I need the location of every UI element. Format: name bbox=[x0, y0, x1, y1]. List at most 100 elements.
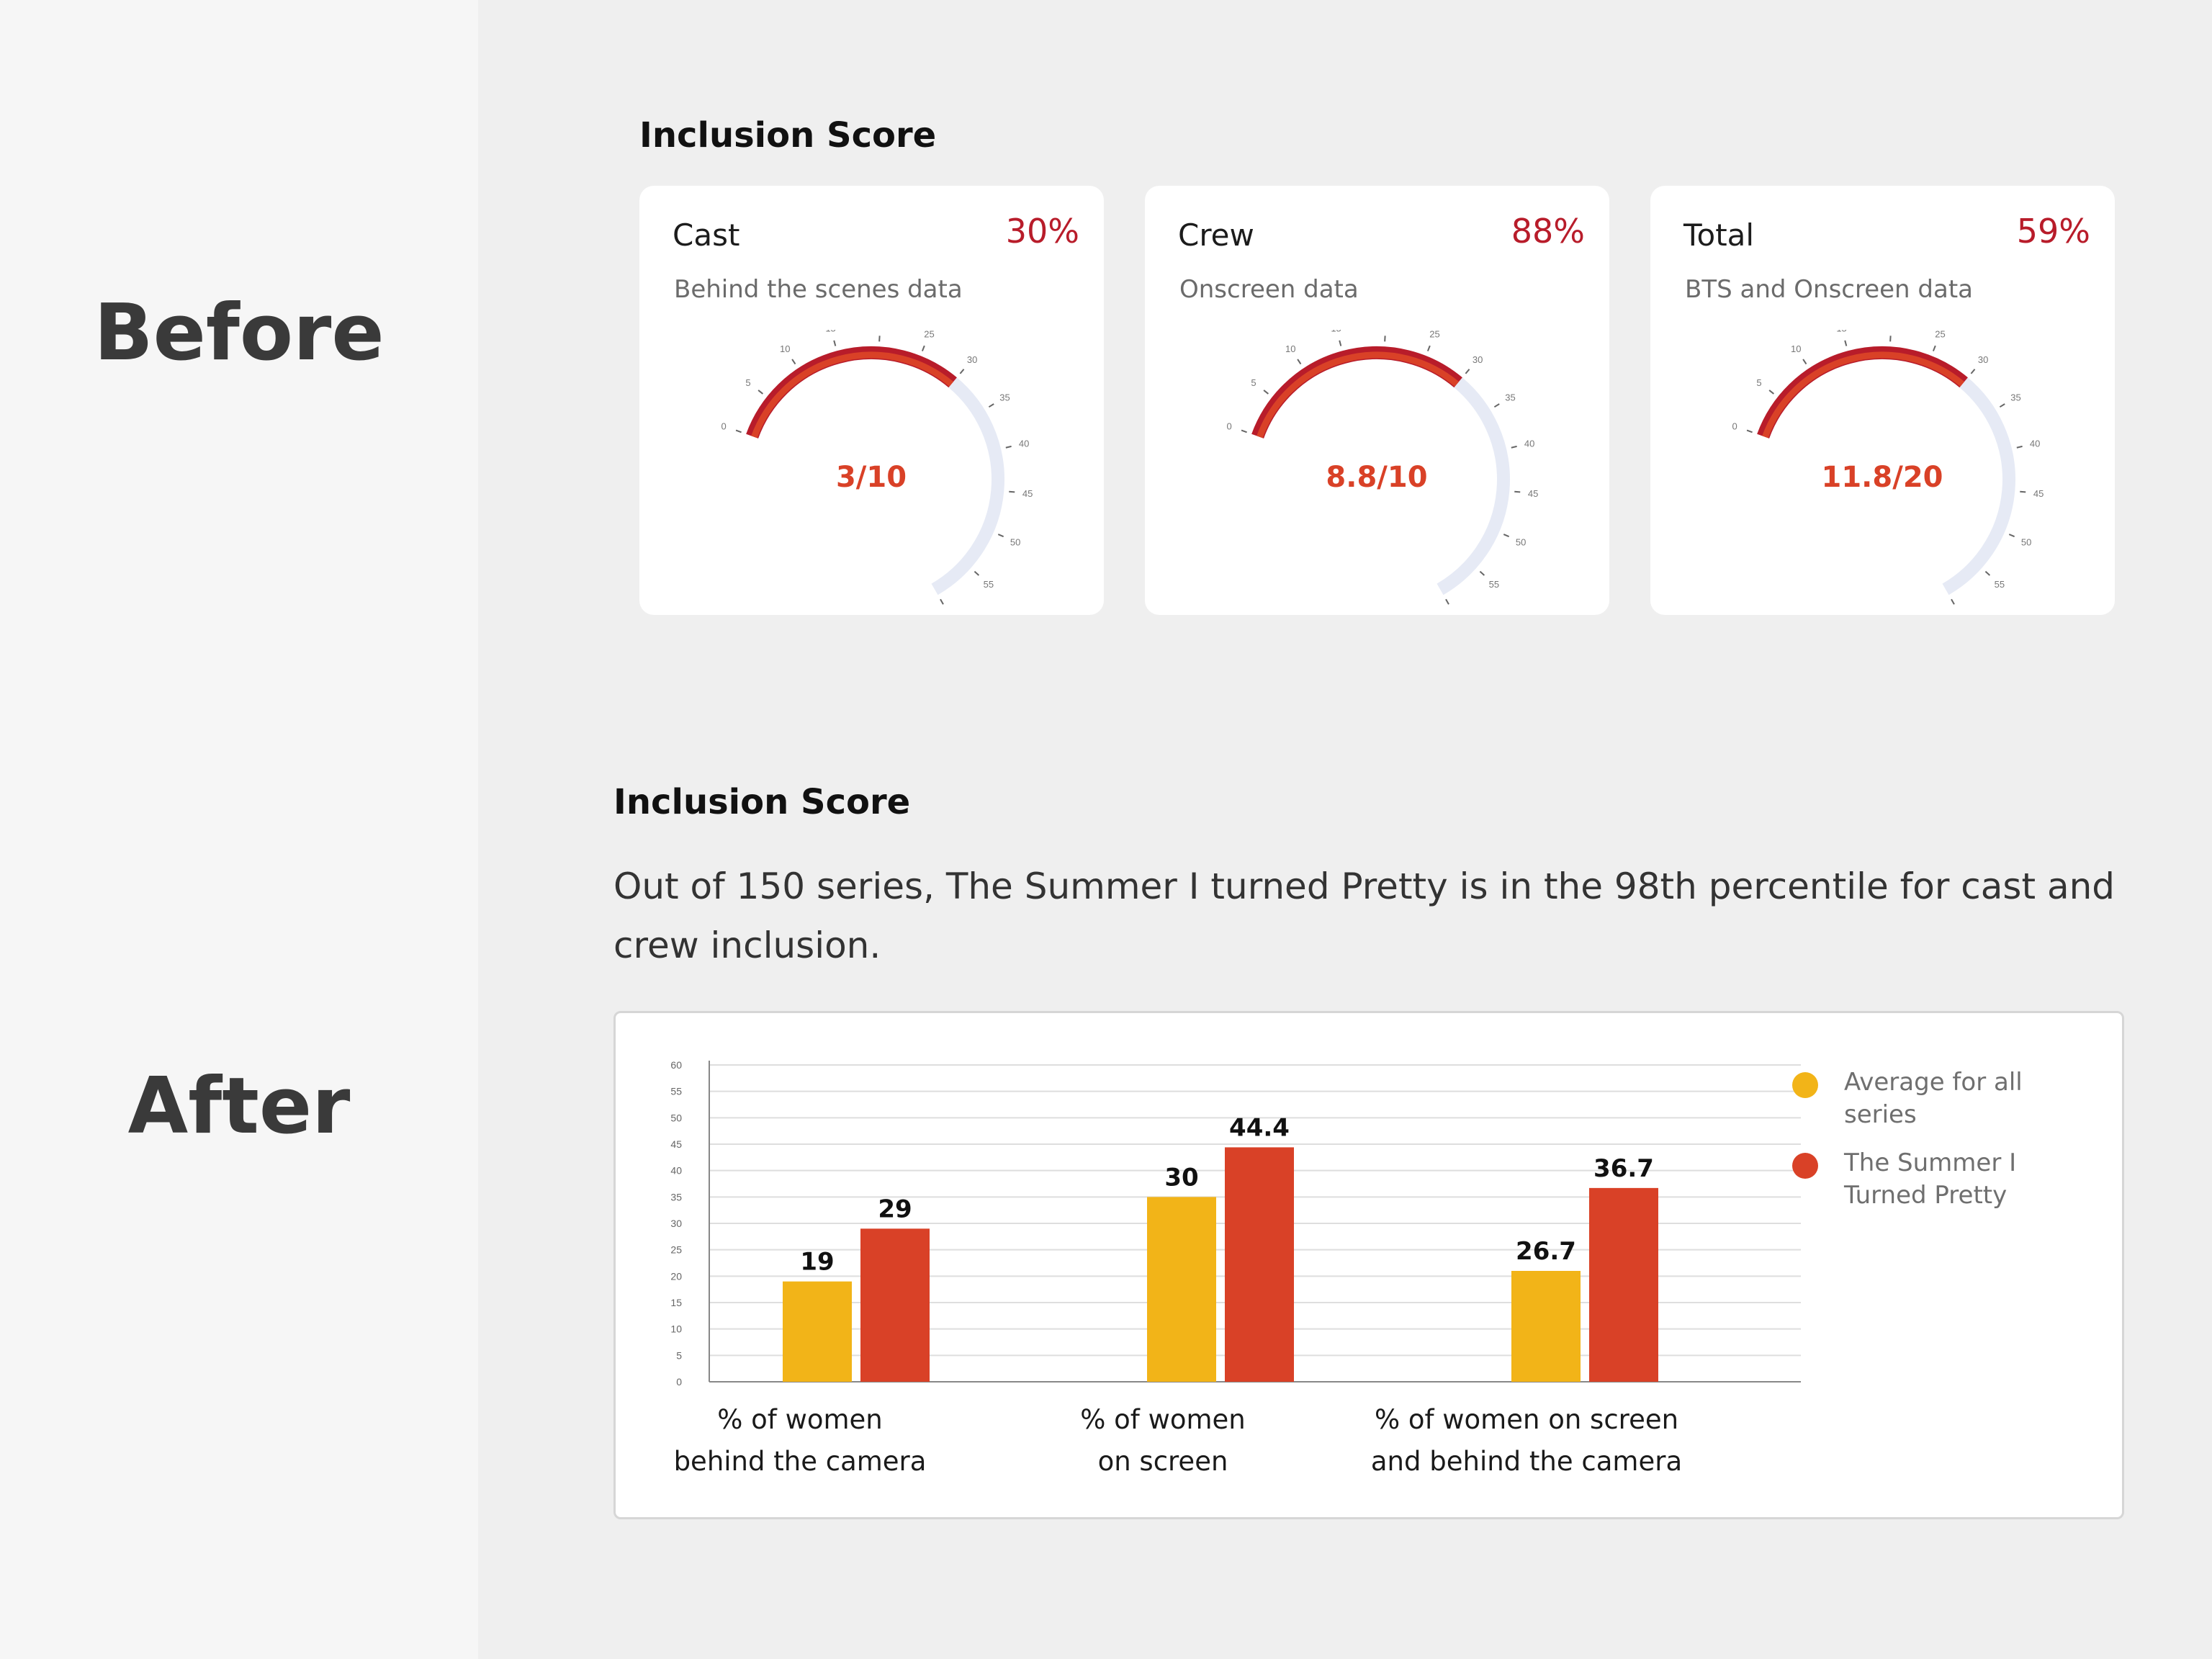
gauge-tick bbox=[940, 598, 944, 605]
bar-chart-card: 0 5 10 15 20 25 30 35 40 45 50 55 60 19 29 30 44.4 26.7 36… bbox=[613, 1011, 2124, 1519]
gauge-tick bbox=[1005, 445, 1012, 449]
gauge-tick bbox=[1465, 369, 1470, 374]
gauge-tick-label: 10 bbox=[1285, 343, 1295, 354]
gauge: 0510152025303540455055603/10 bbox=[721, 330, 1033, 611]
card-title: Crew bbox=[1178, 217, 1254, 253]
gauge-tick-label: 25 bbox=[924, 330, 934, 339]
category-label-line: on screen bbox=[1097, 1446, 1228, 1477]
y-tick-label: 50 bbox=[670, 1112, 682, 1123]
y-tick-label: 10 bbox=[670, 1323, 682, 1335]
gauge-tick-label: 25 bbox=[1429, 330, 1439, 339]
gauge-tick bbox=[1768, 390, 1775, 395]
bar bbox=[783, 1281, 852, 1382]
gauge: 0510152025303540455055608.8/10 bbox=[1227, 330, 1539, 611]
gauge-card-total: Total 59% BTS and Onscreen data 05101520… bbox=[1650, 186, 2115, 615]
gauge-tick bbox=[1241, 429, 1247, 433]
gauge-tick-label: 5 bbox=[745, 377, 750, 388]
y-tick-label: 25 bbox=[670, 1244, 682, 1256]
gauge-tick-label: 55 bbox=[1995, 579, 2005, 590]
gauge-tick-label: 50 bbox=[1010, 536, 1020, 547]
y-tick-label: 35 bbox=[670, 1191, 682, 1202]
gauge-tick bbox=[1970, 369, 1976, 374]
y-tick-label: 15 bbox=[670, 1297, 682, 1308]
gauge-tick-label: 45 bbox=[1022, 488, 1033, 499]
gauge-tick-label: 40 bbox=[1019, 439, 1029, 449]
gauge-tick-label: 15 bbox=[1331, 330, 1341, 333]
gauge-value-highlight bbox=[1762, 351, 1965, 439]
category-label-line: % of women bbox=[717, 1404, 883, 1435]
category-label: % of women on screen bbox=[976, 1399, 1350, 1483]
bar-value-label: 29 bbox=[878, 1195, 912, 1223]
gauge-tick bbox=[1999, 403, 2005, 408]
y-tick-label: 45 bbox=[670, 1138, 682, 1150]
category-label-line: % of women bbox=[1080, 1404, 1246, 1435]
gauge-tick bbox=[997, 534, 1004, 538]
card-subtitle: Onscreen data bbox=[1179, 275, 1359, 304]
legend-text: Turned Pretty bbox=[1844, 1181, 2008, 1210]
gauge-tick bbox=[921, 345, 925, 351]
gauge-tick bbox=[1514, 490, 1521, 493]
bar-value-label: 36.7 bbox=[1593, 1154, 1654, 1183]
category-label-line: behind the camera bbox=[673, 1446, 927, 1477]
gauge-tick-label: 10 bbox=[780, 343, 790, 354]
description-text: Out of 150 series, The Summer I turned P… bbox=[613, 866, 2116, 966]
bar bbox=[1225, 1147, 1294, 1382]
gauge-tick-label: 15 bbox=[1836, 330, 1846, 333]
bar-value-label: 30 bbox=[1164, 1163, 1198, 1192]
gauge-card-cast: Cast 30% Behind the scenes data 05101520… bbox=[639, 186, 1104, 615]
category-label: % of women on screen and behind the came… bbox=[1339, 1399, 1714, 1483]
gauge-value-highlight bbox=[1256, 351, 1460, 439]
y-tick-label: 60 bbox=[670, 1059, 682, 1071]
gauge-tick bbox=[988, 403, 994, 408]
gauge-tick bbox=[2008, 534, 2015, 538]
gauge-tick bbox=[974, 570, 980, 576]
gauge-tick-label: 30 bbox=[1978, 354, 1988, 365]
bar bbox=[1511, 1271, 1581, 1382]
y-tick-label: 0 bbox=[676, 1376, 682, 1388]
gauge-tick bbox=[833, 340, 837, 346]
card-title: Total bbox=[1683, 217, 1755, 253]
bar-chart: 0 5 10 15 20 25 30 35 40 45 50 55 60 19 29 30 44.4 26.7 36… bbox=[670, 1059, 1801, 1388]
card-subtitle: Behind the scenes data bbox=[674, 275, 963, 304]
legend-text: The Summer I bbox=[1844, 1148, 2017, 1177]
gauge-tick bbox=[1984, 570, 1991, 576]
card-percent: 88% bbox=[1511, 212, 1585, 251]
bar bbox=[860, 1228, 930, 1382]
gauge-tick bbox=[1951, 598, 1955, 605]
gauge-tick-label: 15 bbox=[825, 330, 835, 333]
legend-text: series bbox=[1844, 1100, 1917, 1129]
bar-value-label: 26.7 bbox=[1516, 1237, 1576, 1266]
after-label: After bbox=[127, 1061, 351, 1151]
after-section-title: Inclusion Score bbox=[613, 782, 911, 822]
legend-item-average: Average for all series bbox=[1792, 1066, 2089, 1131]
y-tick-label: 30 bbox=[670, 1218, 682, 1229]
legend-item-summer: The Summer I Turned Pretty bbox=[1792, 1147, 2089, 1212]
gauge-score-label: 3/10 bbox=[836, 461, 907, 494]
category-label-line: % of women on screen bbox=[1374, 1404, 1679, 1435]
gauge-tick-label: 30 bbox=[1473, 354, 1483, 365]
card-subtitle: BTS and Onscreen data bbox=[1685, 275, 1973, 304]
card-percent: 59% bbox=[2016, 212, 2090, 251]
gauge-tick bbox=[791, 359, 796, 365]
before-section-title: Inclusion Score bbox=[639, 115, 937, 156]
gauge-tick-label: 45 bbox=[1528, 488, 1538, 499]
gauge-tick bbox=[1746, 429, 1753, 433]
category-label: % of women behind the camera bbox=[613, 1399, 987, 1483]
gauge-score-label: 11.8/20 bbox=[1822, 461, 1943, 494]
gauge-tick-label: 35 bbox=[2010, 392, 2020, 403]
gauge-tick bbox=[1445, 598, 1449, 605]
gauge-tick bbox=[1479, 570, 1485, 576]
before-label: Before bbox=[94, 288, 385, 378]
gauge-tick bbox=[1297, 359, 1302, 365]
gauge-tick bbox=[2016, 445, 2023, 449]
gauge-tick-label: 50 bbox=[1516, 536, 1526, 547]
card-percent: 30% bbox=[1005, 212, 1079, 251]
gauge: 05101520253035404550556011.8/20 bbox=[1732, 330, 2044, 611]
bar bbox=[1589, 1187, 1658, 1382]
gauge-tick-label: 55 bbox=[1489, 579, 1499, 590]
gauge-tick-label: 35 bbox=[999, 392, 1010, 403]
y-tick-label: 55 bbox=[670, 1086, 682, 1097]
gauge-tick-label: 30 bbox=[967, 354, 977, 365]
gauge-tick-label: 5 bbox=[1756, 377, 1761, 388]
gauge-tick-label: 5 bbox=[1251, 377, 1256, 388]
